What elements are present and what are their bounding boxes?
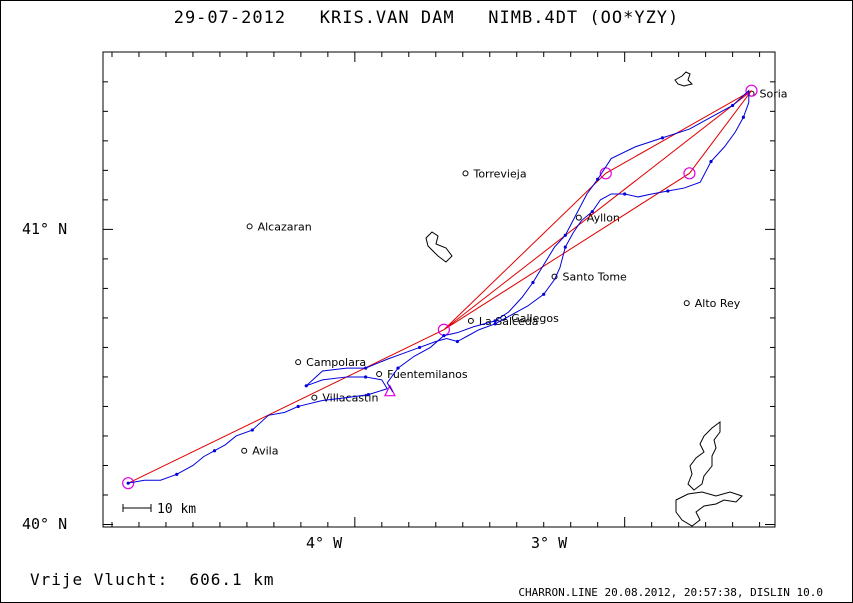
turnpoint-circle-icon	[599, 167, 612, 180]
track-fix	[296, 404, 300, 409]
track-fix	[455, 339, 459, 344]
place-label: Villacastin	[322, 392, 378, 405]
track-fix	[590, 210, 594, 214]
place-marker-icon	[311, 394, 318, 401]
turnpoint-markers	[122, 84, 758, 490]
terrain-outlines	[425, 71, 743, 527]
outline-shape-3	[687, 421, 721, 491]
track-fix	[364, 366, 368, 370]
track-fix	[660, 136, 665, 140]
track-fix	[493, 319, 497, 323]
track-fix	[563, 233, 567, 237]
track-fix	[175, 472, 179, 476]
x-label-3w: 3° W	[531, 534, 568, 552]
place-marker-icon	[295, 359, 302, 366]
place-label: Gallegos	[511, 312, 559, 325]
track-fix	[596, 177, 600, 181]
place-marker-icon	[376, 370, 383, 377]
track-fix	[212, 449, 217, 453]
y-label-41n: 41° N	[22, 220, 67, 238]
track-fix	[366, 393, 370, 397]
footer-credit: CHARRON.LINE 20.08.2012, 20:57:38, DISLI…	[518, 586, 823, 599]
outline-shape-1	[674, 71, 693, 87]
track-fix	[731, 103, 735, 108]
place-marker-icon	[246, 223, 253, 230]
axis-ticks	[103, 52, 775, 527]
flight-track	[128, 89, 750, 484]
x-label-4w: 4° W	[306, 534, 343, 552]
track-fix	[709, 159, 713, 164]
scale-bar-label: 10 km	[157, 502, 196, 517]
track-fix	[531, 280, 535, 285]
scale-bar: 10 km	[122, 502, 196, 517]
place-label: Avila	[252, 445, 278, 458]
place-marker-icon	[683, 300, 690, 307]
track-fix	[364, 375, 368, 379]
place-label: Fuentemilanos	[387, 368, 468, 381]
track-fixes	[126, 103, 746, 485]
page-title: 29-07-2012 KRIS.VAN DAM NIMB.4DT (OO*YZY…	[173, 8, 680, 28]
map-border	[102, 51, 776, 528]
track-fix	[542, 292, 546, 296]
turnpoint-circle-icon	[745, 84, 758, 97]
track-fix	[396, 366, 400, 370]
turnpoint-circle-icon	[122, 477, 135, 490]
task-line	[127, 90, 752, 484]
track-fix	[304, 384, 308, 388]
track-fix	[417, 345, 422, 350]
y-label-40n: 40° N	[22, 515, 67, 533]
outline-shape-2	[425, 231, 453, 263]
outline-shape-4	[675, 491, 743, 527]
track-fix	[442, 334, 446, 338]
track-fix	[741, 115, 746, 119]
track-fix	[126, 481, 130, 485]
place-marker-icon	[462, 170, 469, 177]
place-label: Alto Rey	[695, 297, 741, 310]
place-label: Campolara	[306, 356, 366, 369]
distance-value: 606.1 km	[189, 570, 275, 589]
place-label: Santo Tome	[563, 271, 628, 284]
track-fix	[666, 189, 670, 193]
track-fix	[250, 428, 254, 432]
place-marker-icon	[241, 447, 248, 454]
place-marker-icon	[467, 317, 474, 324]
place-label: Ayllon	[587, 212, 620, 225]
place-label: Alcazaran	[258, 220, 312, 233]
track-fix	[623, 192, 627, 196]
turnpoint-circle-icon	[683, 167, 696, 180]
place-marker-icon	[575, 214, 582, 221]
place-label: Torrevieja	[472, 167, 526, 180]
track-fix	[493, 322, 497, 326]
place-label: Soria	[759, 88, 787, 101]
track-fix	[563, 245, 567, 249]
distance-summary: Vrije Vlucht: 606.1 km	[30, 570, 275, 589]
distance-label: Vrije Vlucht:	[30, 570, 169, 589]
place-markers: Soria Torrevieja Ayllon Alcazaran Santo Tome…	[241, 88, 788, 458]
